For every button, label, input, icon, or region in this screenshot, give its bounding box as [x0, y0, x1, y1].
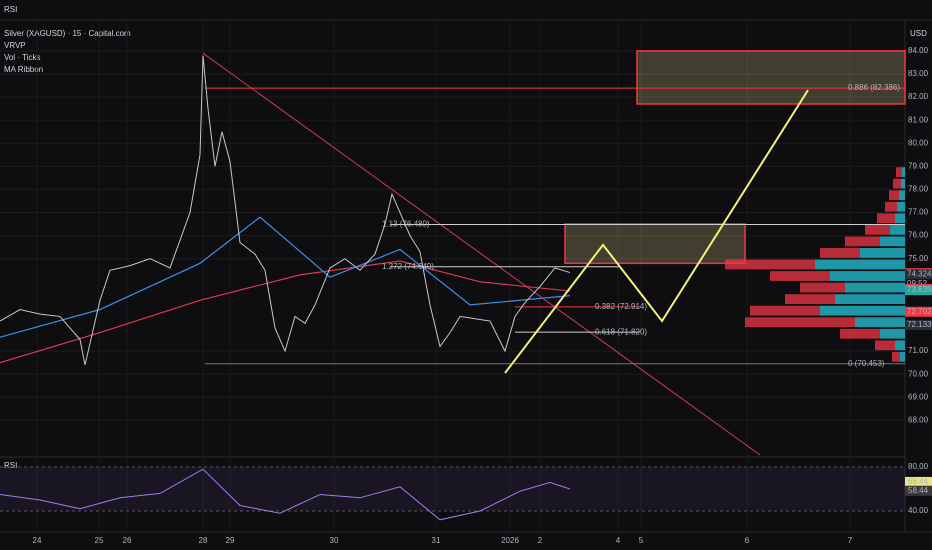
y-tick-label: 78.00 [908, 185, 929, 194]
price-badge-label: 72.133 [907, 320, 932, 329]
vrvp-down [877, 213, 895, 224]
vrvp-down [820, 248, 860, 258]
price-badge [905, 306, 932, 317]
y-tick-label: 75.00 [908, 254, 929, 263]
price-badge [905, 319, 932, 330]
y-tick-label: 84.00 [908, 46, 929, 55]
x-tick-label: 4 [616, 536, 621, 545]
rsi-title: RSI [4, 461, 17, 470]
fib-label: 0.886 (82.386) [848, 83, 900, 92]
price-badge [905, 285, 932, 296]
vrvp-down [750, 305, 820, 316]
price-line [0, 55, 571, 366]
fib-label: 1.13 (76.480) [382, 220, 430, 229]
y-tick-label: 77.00 [908, 208, 929, 217]
vrvp-up [880, 236, 905, 247]
vrvp-down [896, 167, 902, 178]
indicator: Vol · Ticks [4, 53, 40, 62]
vrvp-down [893, 178, 901, 189]
rsi-band [0, 467, 905, 511]
vrvp-down [725, 259, 815, 270]
projection [504, 89, 809, 374]
y-tick-label: 80.00 [908, 138, 929, 147]
vrvp-up [835, 294, 905, 305]
ma-line [0, 260, 571, 364]
vrvp-down [840, 328, 880, 339]
price-badge-label: 74.324 [907, 269, 932, 278]
vrvp-down [889, 190, 899, 201]
vrvp-up [902, 167, 905, 178]
ma-line [0, 216, 571, 338]
vrvp-up [890, 224, 905, 235]
price-badge [905, 269, 932, 280]
indicator: VRVP [4, 41, 26, 50]
vrvp-down [745, 317, 855, 328]
fib-label: 0.618 (71.820) [595, 327, 647, 336]
indicator: MA Ribbon [4, 65, 43, 74]
top-label: RSI [4, 5, 17, 14]
zone [636, 50, 906, 105]
fib-label: 0.382 (72.914) [595, 302, 647, 311]
fib-label: 0 (70.453) [848, 359, 885, 368]
rsi-tick-label: 40.00 [908, 506, 929, 515]
vrvp-up [900, 351, 905, 362]
y-tick-label: 68.00 [908, 415, 929, 424]
x-tick-label: 7 [848, 536, 853, 545]
y-tick-label: 76.00 [908, 231, 929, 240]
vrvp-up [820, 305, 905, 316]
x-tick-label: 24 [33, 536, 42, 545]
rsi-badge [905, 476, 932, 487]
vrvp-up [815, 259, 905, 270]
symbol: Silver (XAGUSD) · 15 · Capital.com [4, 29, 131, 38]
x-tick-label: 2026 [501, 536, 519, 545]
vrvp-down [865, 224, 890, 235]
vrvp-up [855, 317, 905, 328]
vrvp-up [899, 190, 905, 201]
x-tick-label: 5 [639, 536, 644, 545]
x-tick-label: 2 [538, 536, 543, 545]
x-tick-label: 28 [199, 536, 208, 545]
y-tick-label: 69.00 [908, 392, 929, 401]
rsi-badge-label: 58.44 [908, 486, 929, 495]
vrvp-up [880, 328, 905, 339]
x-tick-label: 29 [226, 536, 235, 545]
vrvp-down [885, 201, 897, 212]
x-tick-label: 25 [95, 536, 104, 545]
x-tick-label: 30 [330, 536, 339, 545]
vrvp-down [770, 271, 830, 281]
y-tick-label: 81.00 [908, 115, 929, 124]
x-tick-label: 6 [745, 536, 750, 545]
zone [564, 223, 746, 265]
rsi-line [0, 468, 571, 521]
rsi-badge [905, 485, 932, 496]
vrvp-up [895, 213, 905, 224]
currency: USD [910, 29, 927, 38]
y-tick-label: 70.00 [908, 369, 929, 378]
price-badge-label: 73.639 [907, 285, 932, 294]
y-tick-label: 71.00 [908, 346, 929, 355]
y-tick-label: 79.00 [908, 161, 929, 170]
y-tick-label: 83.00 [908, 69, 929, 78]
rsi-tick-label: 80.00 [908, 462, 929, 471]
y-tick-label: 82.00 [908, 92, 929, 101]
vrvp-up [830, 271, 905, 281]
vrvp-down [875, 340, 895, 351]
rsi-badge-label: 66.44 [908, 477, 929, 486]
x-tick-label: 31 [432, 536, 441, 545]
vrvp-down [845, 236, 880, 247]
vrvp-up [860, 248, 905, 258]
fib-label: 1.272 (74.649) [382, 262, 434, 271]
trend-line [202, 52, 761, 456]
vrvp-down [892, 351, 900, 362]
vrvp-up [901, 178, 905, 189]
vrvp-up [845, 282, 905, 293]
countdown: 09:52 [907, 279, 928, 288]
x-tick-label: 26 [123, 536, 132, 545]
vrvp-up [895, 340, 905, 351]
price-badge-label: 72.702 [907, 307, 932, 316]
vrvp-down [800, 282, 845, 293]
vrvp-down [785, 294, 835, 305]
vrvp-up [897, 201, 905, 212]
